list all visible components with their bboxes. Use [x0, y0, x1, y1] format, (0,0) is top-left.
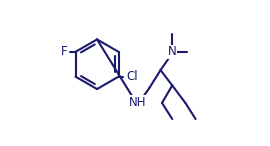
Text: Cl: Cl	[127, 70, 138, 83]
Text: F: F	[61, 45, 68, 58]
Text: N: N	[168, 45, 177, 58]
Text: NH: NH	[129, 96, 146, 109]
